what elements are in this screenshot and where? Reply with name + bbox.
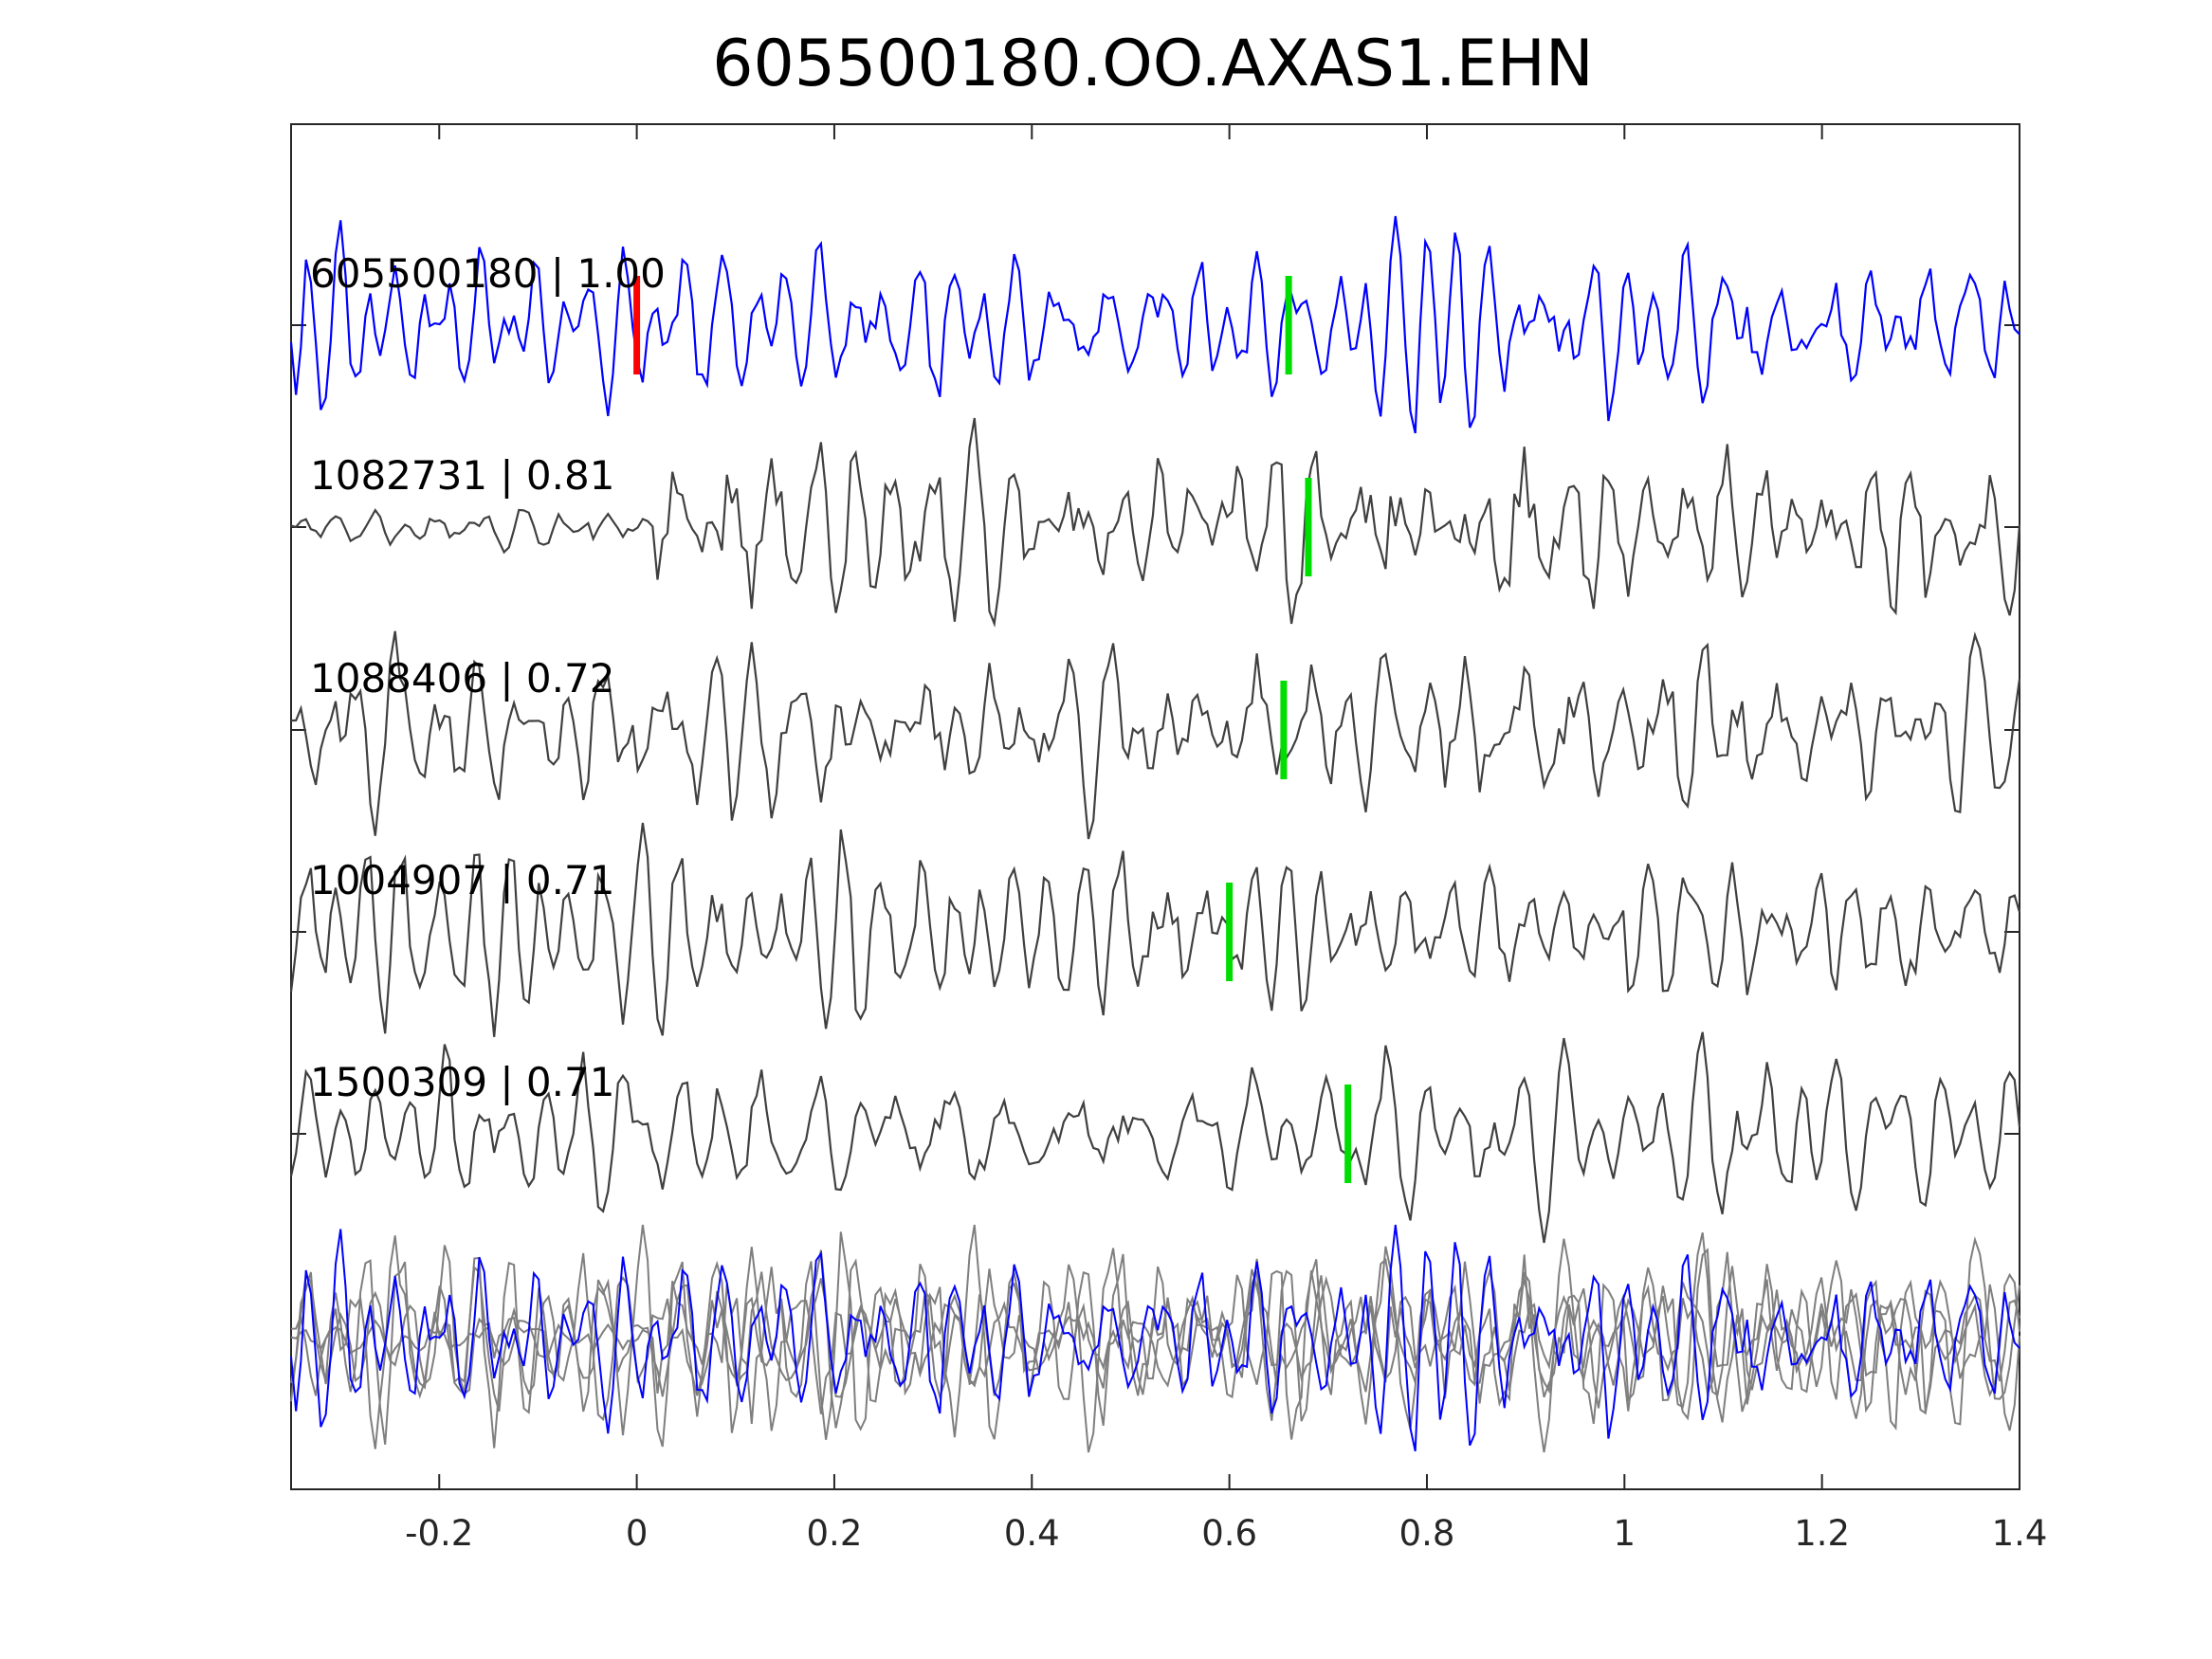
x-tick-label: 0 (626, 1513, 649, 1554)
x-tick-label: 0.6 (1201, 1513, 1257, 1554)
overlay-trace-2 (290, 1224, 2020, 1440)
trace-label-2: 1082731 | 0.81 (310, 452, 614, 499)
overlay-stack (290, 1224, 2020, 1453)
trace-labels: 605500180 | 1.00 1082731 | 0.81 1088406 | … (310, 250, 666, 1105)
waveform-trace-4 (289, 822, 2021, 1037)
x-axis-ticks: -0.2 0 0.2 0.4 0.6 0.8 1 1.2 1.4 (405, 124, 2047, 1554)
x-tick-label: 0.4 (1004, 1513, 1060, 1554)
trace-label-5: 1500309 | 0.71 (310, 1059, 614, 1105)
x-tick-label: 0.2 (807, 1513, 863, 1554)
waveform-trace-1 (289, 215, 2020, 434)
x-tick-label: 1.2 (1794, 1513, 1850, 1554)
x-tick-label: 0.8 (1399, 1513, 1455, 1554)
waveform-traces (289, 215, 2021, 1244)
x-tick-label: -0.2 (405, 1513, 473, 1554)
waveform-trace-3 (290, 630, 2021, 840)
trace-label-1: 605500180 | 1.00 (310, 250, 666, 297)
y-axis-ticks (291, 324, 2020, 1135)
waveform-trace-2 (290, 417, 2021, 628)
plot-area-frame (290, 123, 2020, 1490)
overlay-trace-1 (290, 1224, 2020, 1452)
phase-picks (633, 276, 1352, 1183)
overlay-trace-5 (290, 1231, 2020, 1453)
chart-title: 605500180.OO.AXAS1.EHN (712, 27, 1594, 101)
overlay-trace-3 (290, 1235, 2020, 1453)
trace-label-4: 1004907 | 0.71 (310, 857, 614, 903)
x-tick-label: 1.4 (1992, 1513, 2048, 1554)
x-tick-label: 1 (1614, 1513, 1636, 1554)
trace-label-3: 1088406 | 0.72 (310, 655, 614, 702)
overlay-trace-4 (290, 1224, 2020, 1449)
waveform-trace-5 (289, 1031, 2021, 1244)
